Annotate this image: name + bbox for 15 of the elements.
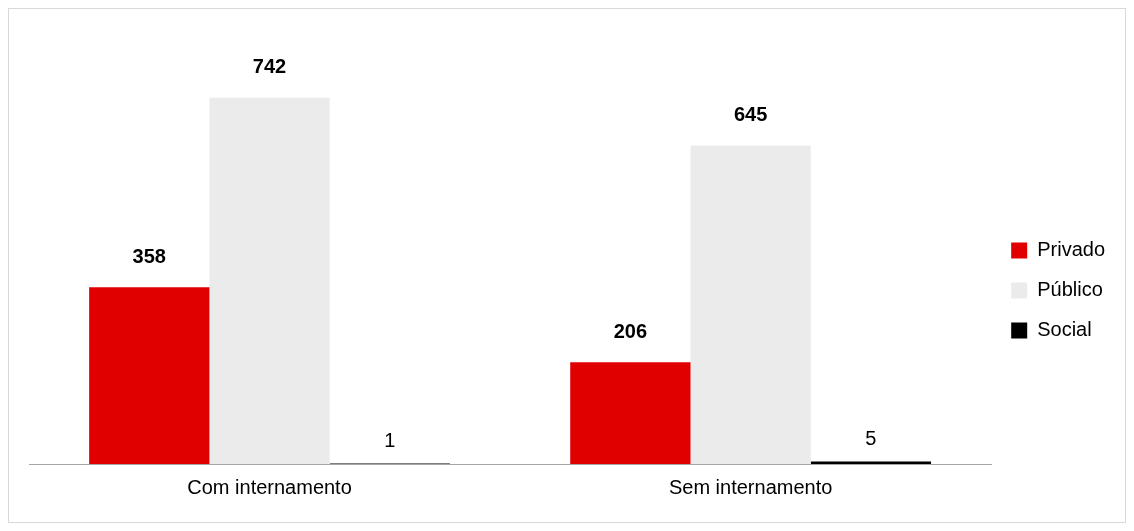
data-label: 1 xyxy=(384,429,396,452)
legend-label: Social xyxy=(1037,318,1092,341)
bar xyxy=(209,97,330,464)
bar xyxy=(690,145,811,464)
x-tick-label: Com internamento xyxy=(187,475,352,498)
data-label: 206 xyxy=(613,319,648,342)
bar xyxy=(89,287,210,464)
data-label: 645 xyxy=(733,103,768,126)
data-label: 5 xyxy=(865,427,877,450)
legend-label: Público xyxy=(1037,278,1103,301)
bar xyxy=(570,362,691,464)
legend-label: Privado xyxy=(1037,238,1105,261)
data-label: 358 xyxy=(132,244,166,267)
x-tick-label: Sem internamento xyxy=(668,475,833,498)
data-label: 742 xyxy=(252,55,287,78)
